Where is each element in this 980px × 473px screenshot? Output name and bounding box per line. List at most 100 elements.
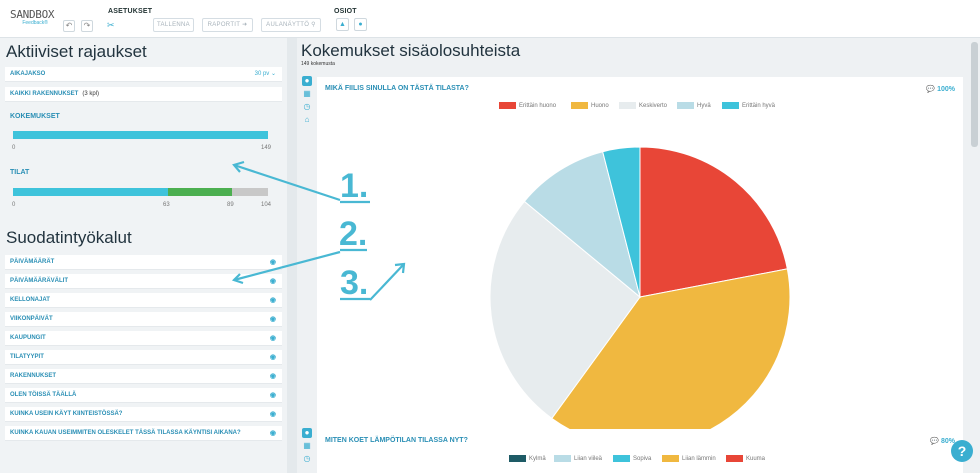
main-area: Kokemukset sisäolosuhteista 149 kokemust… (297, 38, 980, 473)
pie-slice-keskiverto[interactable] (489, 200, 641, 420)
tool-label: KAUPUNGIT (10, 335, 46, 341)
comment-icon[interactable]: ● (354, 18, 367, 31)
eye-icon[interactable]: ◉ (269, 373, 276, 380)
pie-slice-erittäin-hyvä[interactable] (602, 146, 641, 298)
pie-view-icon[interactable]: ● (302, 428, 312, 438)
legend-swatch (571, 102, 588, 109)
tools-icon[interactable]: ✂ (107, 20, 115, 30)
undo-button[interactable]: ↶ (63, 20, 75, 32)
legend-label: Sopiva (633, 455, 652, 462)
top-toolbar: SANDBOX Feedback® ↶ ↷ ASETUKSET ✂ TALLEN… (0, 0, 980, 38)
active-filters-title: Aktiiviset rajaukset (6, 42, 147, 61)
tool-label: KUINKA USEIN KÄYT KIINTEISTÖSSÄ? (10, 411, 123, 417)
pie-view-icon[interactable]: ● (302, 76, 312, 86)
tool-label: PÄIVÄMÄÄRÄT (10, 259, 55, 265)
legend-item[interactable]: Kuuma (726, 455, 765, 462)
help-icon[interactable]: ? (951, 440, 973, 462)
legend-swatch (677, 102, 694, 109)
annotation-number: 3. (340, 264, 369, 302)
filter-value[interactable]: 30 pv ⌄ (254, 71, 276, 77)
legend-swatch (499, 102, 516, 109)
annotation-number: 1. (340, 167, 369, 205)
pie-slice-erittäin-huono[interactable] (639, 146, 788, 298)
tilat-tick: 104 (261, 202, 272, 208)
pie-chart (489, 146, 791, 448)
reports-button[interactable]: RAPORTIT ➜ (202, 18, 253, 32)
legend-label: Liian lämmin (682, 455, 716, 462)
tool-item[interactable]: VIIKONPÄIVÄT ◉ (5, 312, 282, 327)
tilat-tick: 89 (227, 202, 234, 208)
tool-item[interactable]: KELLONAJAT ◉ (5, 293, 282, 308)
legend-item[interactable]: Liian viileä (554, 455, 602, 462)
experience-count: 149 kokemusta (301, 61, 335, 67)
scrollbar[interactable] (971, 42, 978, 147)
eye-icon[interactable]: ◉ (269, 278, 276, 285)
card-fiilis: MIKÄ FIILIS SINULLA ON TÄSTÄ TILASTA? 💬 … (317, 77, 963, 460)
tool-item[interactable]: TILATYYPIT ◉ (5, 350, 282, 365)
tool-item[interactable]: PÄIVÄMÄÄRÄT ◉ (5, 255, 282, 270)
legend-item[interactable]: Sopiva (613, 455, 651, 462)
calendar-icon[interactable]: ▦ (303, 89, 311, 98)
save-button[interactable]: TALLENNA (153, 18, 194, 32)
legend-item[interactable]: Hyvä (677, 102, 711, 109)
legend-item[interactable]: Erittäin hyvä (722, 102, 775, 109)
brand-name: SANDBOX (10, 8, 55, 21)
eye-icon[interactable]: ◉ (269, 259, 276, 266)
tilat-label: TILAT (10, 169, 30, 176)
card-question: MIKÄ FIILIS SINULLA ON TÄSTÄ TILASTA? (325, 85, 469, 92)
legend-item[interactable]: Kylmä (509, 455, 546, 462)
clock-icon[interactable]: ◷ (303, 102, 311, 111)
redo-button[interactable]: ↷ (81, 20, 93, 32)
filter-aikajakso[interactable]: AIKAJAKSO 30 pv ⌄ (5, 67, 282, 82)
legend-item[interactable]: Erittäin huono (499, 102, 556, 109)
arrow-3 (369, 263, 405, 301)
left-panel: Aktiiviset rajaukset AIKAJAKSO 30 pv ⌄ K… (0, 38, 290, 473)
legend-item[interactable]: Liian lämmin (662, 455, 716, 462)
filter-rakennukset[interactable]: KAIKKI RAKENNUKSET (3 kpl) (5, 87, 282, 102)
eye-icon[interactable]: ◉ (269, 430, 276, 437)
home-icon[interactable]: ⌂ (304, 115, 310, 124)
panel-divider[interactable] (287, 38, 297, 473)
calendar-icon[interactable]: ▦ (303, 441, 311, 450)
card-question: MITEN KOET LÄMPÖTILAN TILASSA NYT? (325, 437, 468, 444)
aulanaytto-button[interactable]: AULANÄYTTÖ ⚲ (261, 18, 321, 32)
arrow-2 (233, 250, 341, 282)
legend-swatch (509, 455, 526, 462)
eye-icon[interactable]: ◉ (269, 297, 276, 304)
legend-label: Hyvä (697, 102, 711, 109)
eye-icon[interactable]: ◉ (269, 316, 276, 323)
tool-item[interactable]: KUINKA KAUAN USEIMMITEN OLESKELET TÄSSÄ … (5, 426, 282, 441)
osiot-heading: OSIOT (334, 8, 357, 15)
filter-sub: (3 kpl) (82, 91, 100, 97)
clock-icon[interactable]: ◷ (303, 454, 311, 463)
like-icon[interactable]: ▲ (336, 18, 349, 31)
brand-logo[interactable]: SANDBOX Feedback® (10, 8, 55, 26)
arrow-1-head (232, 160, 245, 173)
eye-icon[interactable]: ◉ (269, 354, 276, 361)
legend-item[interactable]: Keskiverto (619, 102, 667, 109)
tool-label: RAKENNUKSET (10, 373, 57, 379)
legend-item[interactable]: Huono (571, 102, 609, 109)
legend-swatch (722, 102, 739, 109)
eye-icon[interactable]: ◉ (269, 335, 276, 342)
legend-swatch (613, 455, 630, 462)
tilat-tick: 0 (12, 202, 16, 208)
filter-label: KAIKKI RAKENNUKSET (10, 91, 79, 97)
card-lampotila: MITEN KOET LÄMPÖTILAN TILASSA NYT? 💬 80%… (317, 429, 963, 473)
legend-label: Keskiverto (639, 102, 668, 109)
tool-label: VIIKONPÄIVÄT (10, 316, 53, 322)
tilat-bar-seg-2 (168, 188, 232, 196)
kokemukset-max: 149 (261, 145, 272, 151)
eye-icon[interactable]: ◉ (269, 411, 276, 418)
tool-item[interactable]: RAKENNUKSET ◉ (5, 369, 282, 384)
annotation-number: 2. (339, 215, 368, 253)
tool-item[interactable]: KAUPUNGIT ◉ (5, 331, 282, 346)
kokemukset-bar (13, 131, 268, 139)
pie-slice-hyvä[interactable] (523, 151, 641, 299)
tool-item[interactable]: KUINKA USEIN KÄYT KIINTEISTÖSSÄ? ◉ (5, 407, 282, 422)
tool-item[interactable]: PÄIVÄMÄÄRÄVÄLIT ◉ (5, 274, 282, 289)
legend-swatch (726, 455, 743, 462)
tool-item[interactable]: OLEN TÖISSÄ TÄÄLLÄ ◉ (5, 388, 282, 403)
legend-swatch (619, 102, 636, 109)
eye-icon[interactable]: ◉ (269, 392, 276, 399)
